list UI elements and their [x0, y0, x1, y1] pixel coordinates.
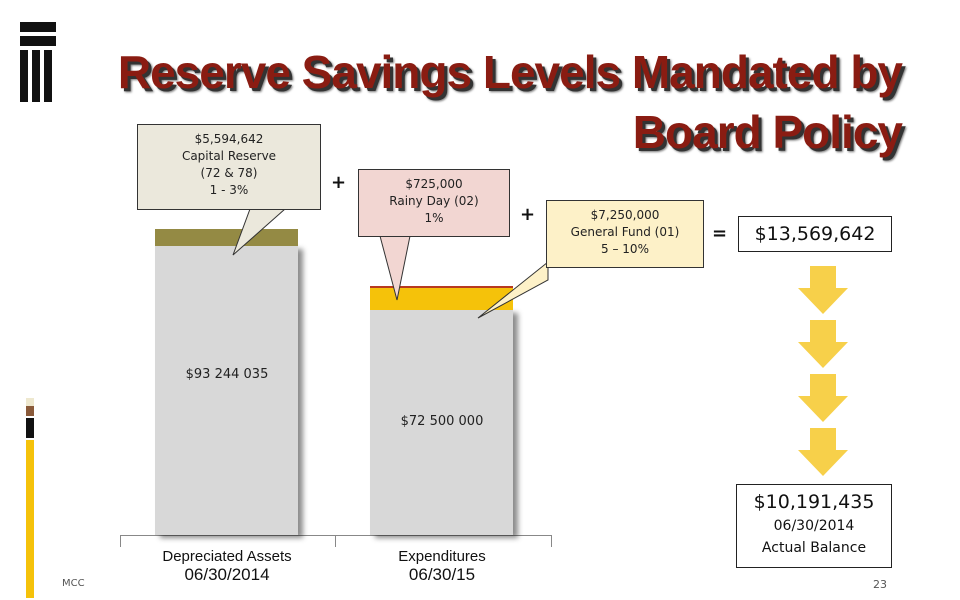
plus-operator-2: +	[520, 204, 536, 225]
actual-balance-box: $10,191,435 06/30/2014 Actual Balance	[736, 484, 892, 568]
category-label-0: Depreciated Assets 06/30/2014	[162, 548, 292, 584]
actual-balance-date: 06/30/2014	[773, 518, 855, 534]
bar-value-label-1: $72 500 000	[400, 413, 484, 429]
bar-value-label-0: $93 244 035	[185, 367, 269, 383]
page-title: Reserve Savings Levels Mandated by Board…	[117, 42, 903, 162]
title-line-2: Board Policy	[632, 106, 903, 158]
bar-base-1	[370, 310, 513, 535]
down-arrow-1-icon	[798, 266, 848, 314]
down-arrow-4-icon	[798, 428, 848, 476]
page-number: 23	[873, 578, 887, 591]
bar-capital-reserve-0	[155, 228, 298, 246]
category-label-1: Expenditures 06/30/15	[398, 548, 486, 584]
chart-left-tick	[120, 535, 121, 547]
capital-callout-pointer	[232, 208, 287, 256]
down-arrow-2-icon	[798, 320, 848, 368]
total-reserve-value: $13,569,642	[754, 223, 876, 245]
total-reserve-box: $13,569,642	[738, 216, 892, 252]
down-arrow-3-icon	[798, 374, 848, 422]
title-line-1: Reserve Savings Levels Mandated by	[117, 46, 903, 98]
rainy-callout-pointer	[379, 235, 411, 301]
actual-balance-value: $10,191,435	[753, 491, 875, 513]
chart-right-tick	[551, 535, 552, 547]
general-fund-callout: $7,250,000 General Fund (01) 5 – 10%	[546, 200, 704, 268]
decorative-logo-icon	[20, 22, 56, 102]
bar-base-0	[155, 245, 298, 535]
accent-stripe	[26, 398, 34, 598]
bar-general-fund-1	[370, 287, 513, 311]
plus-operator-1: +	[331, 172, 347, 193]
rainy-day-callout: $725,000 Rainy Day (02) 1%	[358, 169, 510, 237]
chart-baseline	[120, 535, 552, 536]
footer-left-text: MCC	[62, 578, 85, 589]
chart-mid-tick	[335, 535, 336, 547]
bar-rainy-day-1	[370, 285, 513, 288]
general-callout-pointer	[477, 260, 549, 319]
capital-reserve-callout: $5,594,642 Capital Reserve (72 & 78) 1 -…	[137, 124, 321, 210]
equals-operator: =	[712, 223, 728, 244]
actual-balance-label: Actual Balance	[761, 540, 867, 556]
